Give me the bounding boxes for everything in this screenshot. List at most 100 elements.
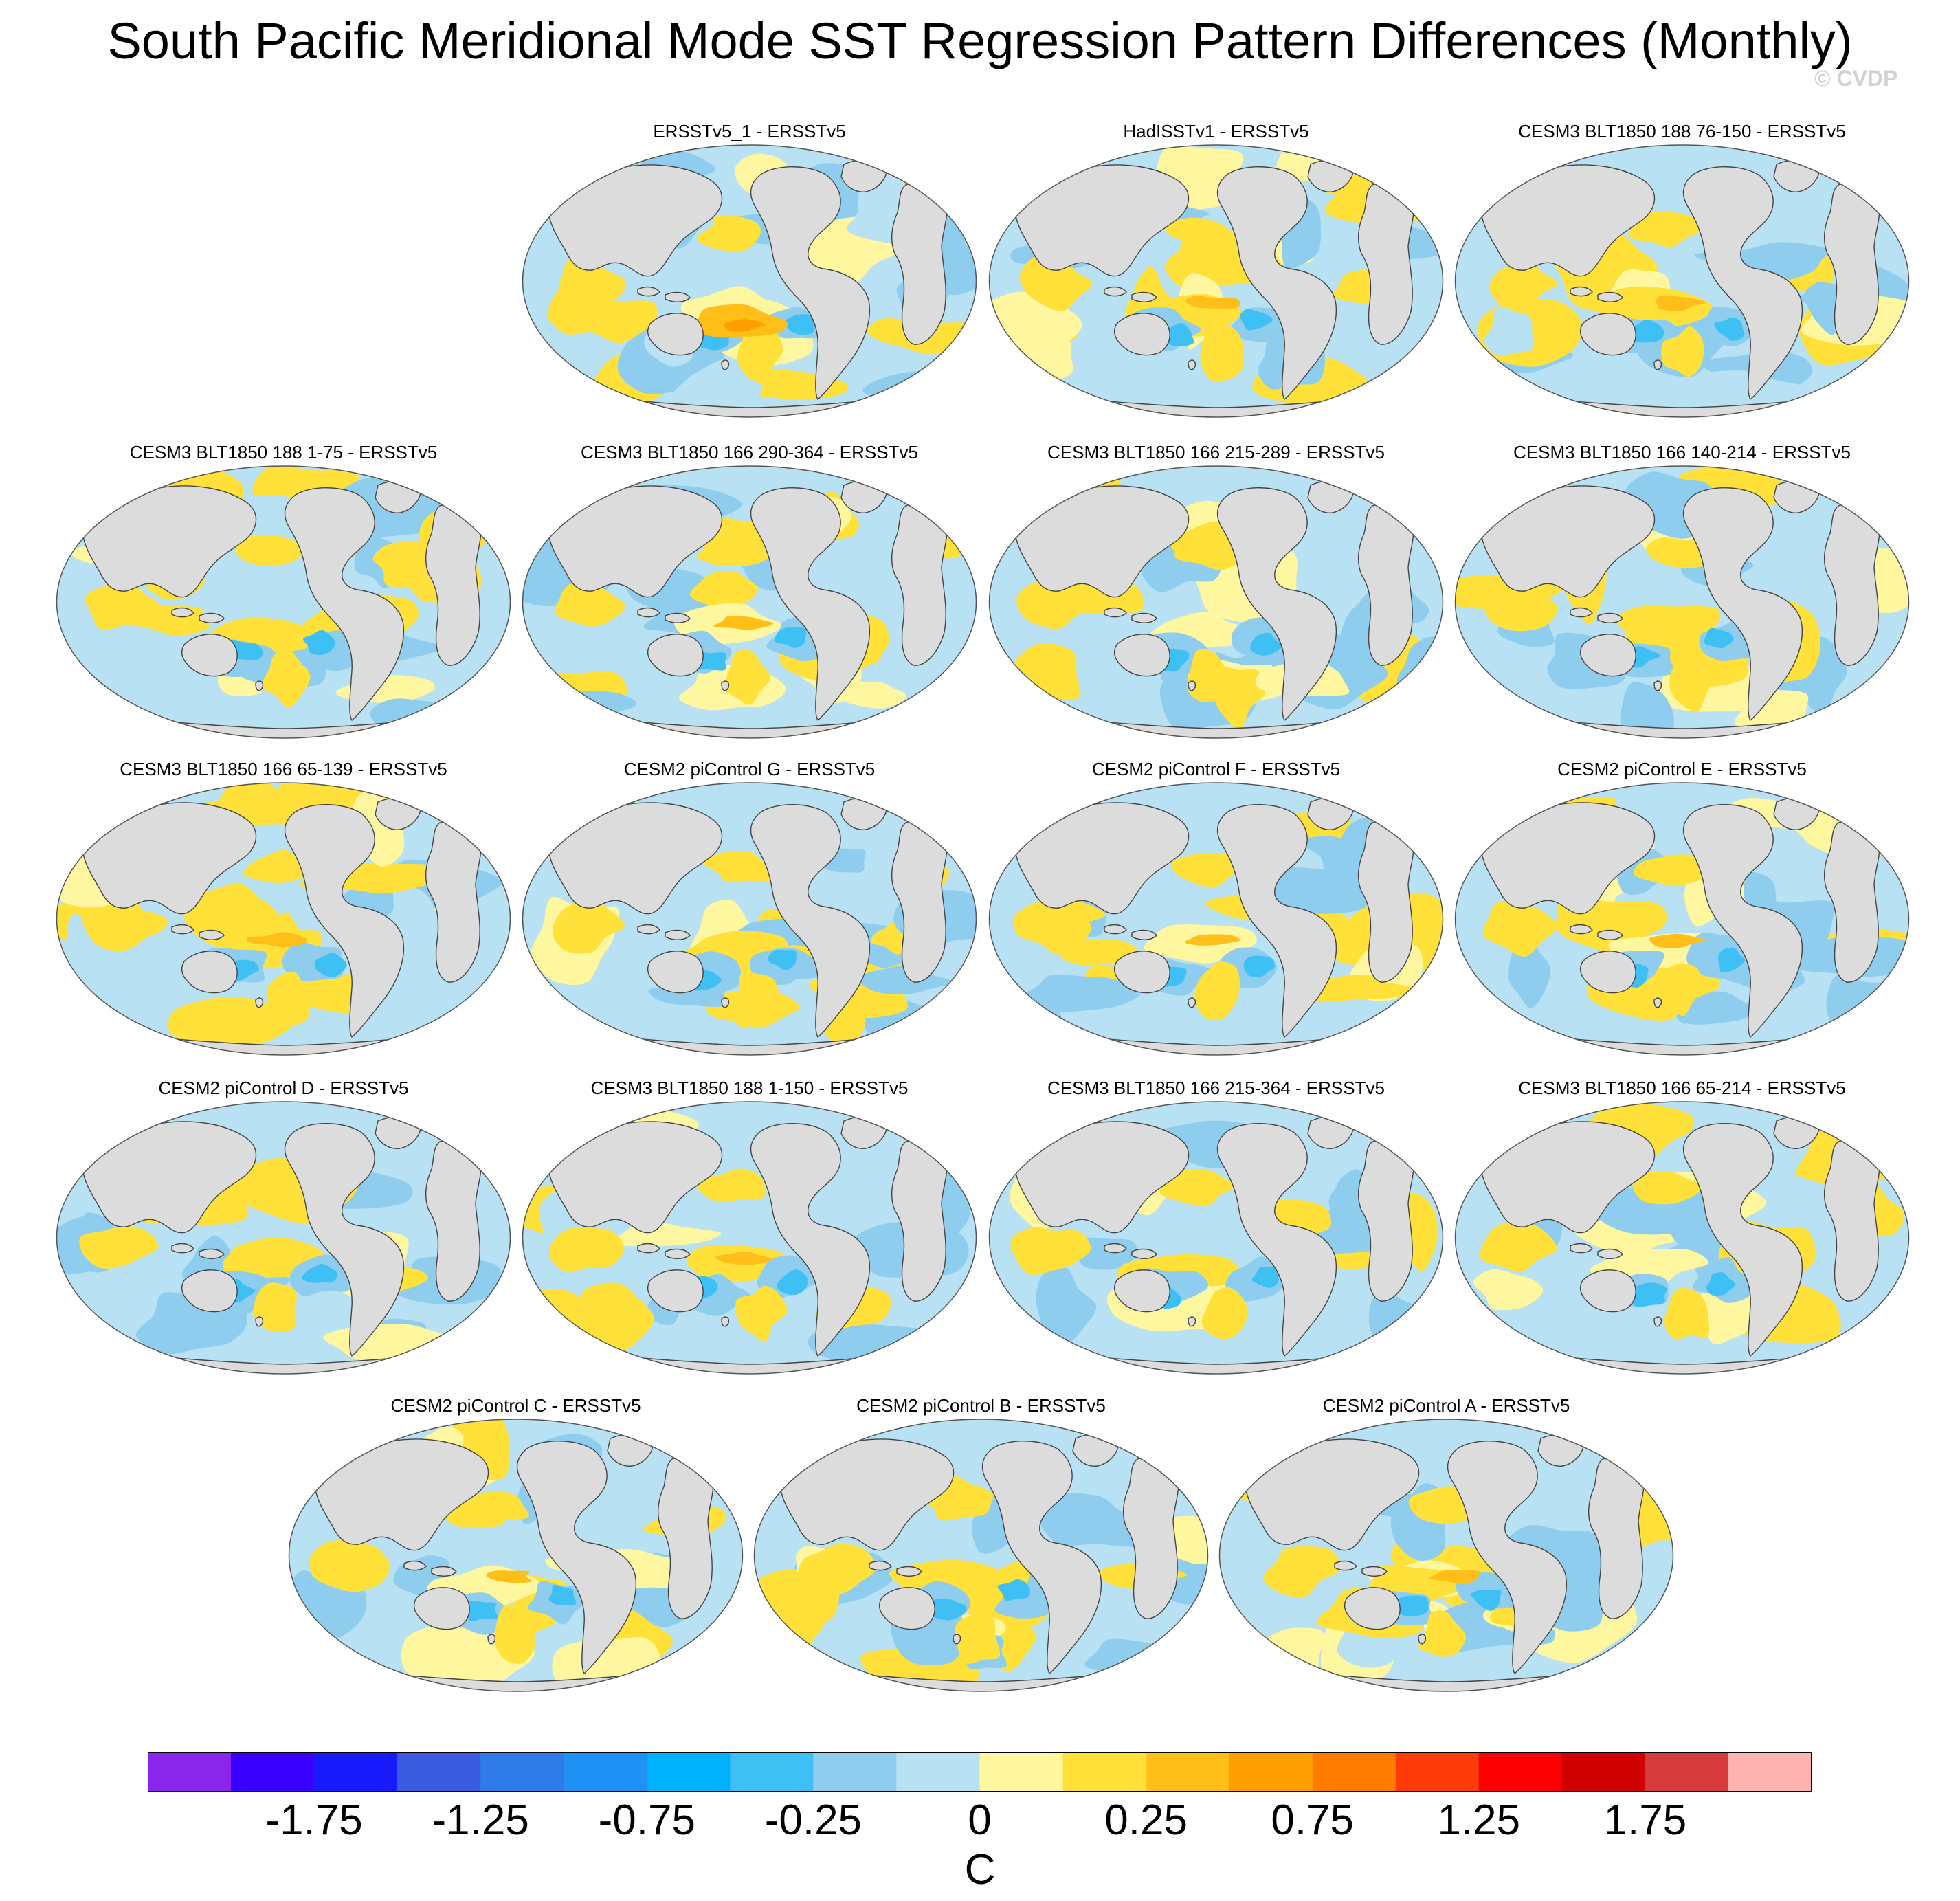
land-mass: [1682, 1123, 1803, 1357]
sst-anomaly-region: [1185, 296, 1240, 309]
land-mass: [896, 1566, 922, 1577]
panel-title: HadISSTv1 - ERSSTv5: [1123, 121, 1309, 142]
land-mass: [1682, 804, 1803, 1038]
map-panel: CESM3 BLT1850 188 76-150 - ERSSTv5: [1454, 120, 1911, 423]
map-panel: CESM2 piControl G - ERSSTv5: [521, 758, 978, 1060]
land-mass: [199, 612, 225, 623]
sst-anomaly-region: [768, 949, 797, 970]
land-mass: [1216, 166, 1337, 401]
land-mass: [750, 804, 871, 1038]
sst-anomaly-region: [1010, 1227, 1091, 1275]
land-mass: [1653, 1316, 1662, 1327]
colorbar-swatch: [896, 1752, 980, 1792]
colorbar: [148, 1752, 1812, 1792]
land-mass: [1131, 929, 1157, 940]
colorbar-swatch: [813, 1752, 897, 1792]
land-mass: [953, 1634, 961, 1645]
land-mass: [637, 924, 660, 935]
land-mass: [1579, 1269, 1636, 1313]
land-mass: [1113, 950, 1170, 994]
map-outline: [56, 1101, 511, 1375]
land-mass: [1014, 164, 1190, 277]
land-mass: [1653, 359, 1662, 370]
land-mass: [1113, 1269, 1170, 1313]
sst-difference-map: [522, 782, 977, 1056]
map-outline: [753, 1419, 1209, 1692]
land-mass: [1014, 1121, 1190, 1234]
sst-difference-map: [988, 782, 1444, 1056]
sst-anomaly-region: [522, 690, 637, 724]
sst-anomaly-region: [702, 850, 774, 882]
sst-difference-map: [988, 1101, 1444, 1375]
land-mass: [721, 359, 730, 370]
sst-anomaly-region: [1632, 1171, 1704, 1205]
colorbar-swatch: [148, 1752, 232, 1792]
land-mass: [1418, 1634, 1427, 1645]
land-mass: [1131, 612, 1157, 623]
colorbar-swatch: [564, 1752, 647, 1792]
map-outline: [56, 782, 511, 1056]
colorbar-swatch: [647, 1752, 731, 1792]
sst-anomaly-region: [724, 319, 765, 332]
sst-anomaly-region: [548, 1584, 577, 1606]
sst-anomaly-region: [1661, 326, 1704, 377]
colorbar-swatch: [231, 1752, 315, 1792]
panel-title: CESM2 piControl B - ERSSTv5: [856, 1395, 1106, 1416]
land-mass: [1447, 1441, 1568, 1675]
sst-anomaly-region: [1187, 649, 1232, 703]
land-mass: [181, 1269, 238, 1313]
sst-anomaly-region: [1021, 974, 1142, 1013]
map-outline: [988, 782, 1444, 1056]
sst-anomaly-region: [1706, 1272, 1736, 1296]
land-mass: [1245, 1438, 1420, 1551]
sst-anomaly-region: [679, 1643, 743, 1685]
map-panel: CESM3 BLT1850 166 140-214 - ERSSTv5: [1454, 441, 1911, 744]
sst-anomaly-region: [1486, 588, 1558, 632]
sst-anomaly-region: [236, 534, 304, 566]
land-mass: [1597, 1248, 1623, 1259]
sst-anomaly-region: [1184, 934, 1240, 946]
colorbar-swatch: [1395, 1752, 1480, 1792]
land-mass: [779, 1438, 955, 1551]
map-outline: [1218, 1419, 1674, 1692]
land-mass: [721, 1316, 730, 1327]
land-mass: [516, 1441, 637, 1675]
sst-anomaly-region: [1669, 654, 1713, 713]
sst-anomaly-region: [1656, 296, 1706, 311]
sst-anomaly-region: [246, 932, 308, 948]
sst-anomaly-region: [1250, 632, 1284, 656]
sst-anomaly-region: [1482, 901, 1557, 957]
land-mass: [181, 634, 238, 677]
map-panel: CESM3 BLT1850 188 1-150 - ERSSTv5: [521, 1077, 978, 1379]
sst-anomaly-region: [1717, 947, 1746, 973]
sst-anomaly-region: [669, 359, 763, 412]
colorbar-swatch: [1561, 1752, 1646, 1792]
land-mass: [1131, 291, 1157, 302]
sst-anomaly-region: [1171, 853, 1242, 887]
land-mass: [869, 1560, 892, 1571]
colorbar-tick-label: 1.25: [1437, 1797, 1521, 1844]
sst-anomaly-region: [1163, 217, 1232, 249]
land-mass: [284, 804, 405, 1038]
sst-anomaly-region: [690, 570, 757, 608]
land-mass: [284, 1123, 405, 1357]
land-mass: [721, 997, 730, 1008]
land-mass: [548, 164, 723, 277]
map-panel: CESM3 BLT1850 166 290-364 - ERSSTv5: [521, 441, 978, 744]
land-mass: [255, 680, 264, 691]
panel-title: CESM2 piControl C - ERSSTv5: [390, 1395, 641, 1416]
colorbar-swatch: [979, 1752, 1064, 1792]
panel-title: CESM3 BLT1850 166 215-289 - ERSSTv5: [1047, 442, 1385, 463]
land-mass: [1216, 487, 1337, 722]
land-mass: [1480, 164, 1656, 277]
panel-title: CESM3 BLT1850 166 140-214 - ERSSTv5: [1513, 442, 1851, 463]
map-panel: CESM3 BLT1850 166 65-139 - ERSSTv5: [55, 758, 512, 1060]
sst-anomaly-region: [1039, 1493, 1151, 1547]
land-mass: [1014, 485, 1190, 598]
sst-anomaly-region: [1159, 1169, 1235, 1207]
sst-anomaly-region: [243, 849, 319, 883]
sst-anomaly-region: [997, 1579, 1031, 1601]
sst-anomaly-region: [1621, 1440, 1664, 1478]
land-mass: [548, 1121, 723, 1234]
land-mass: [665, 929, 691, 940]
